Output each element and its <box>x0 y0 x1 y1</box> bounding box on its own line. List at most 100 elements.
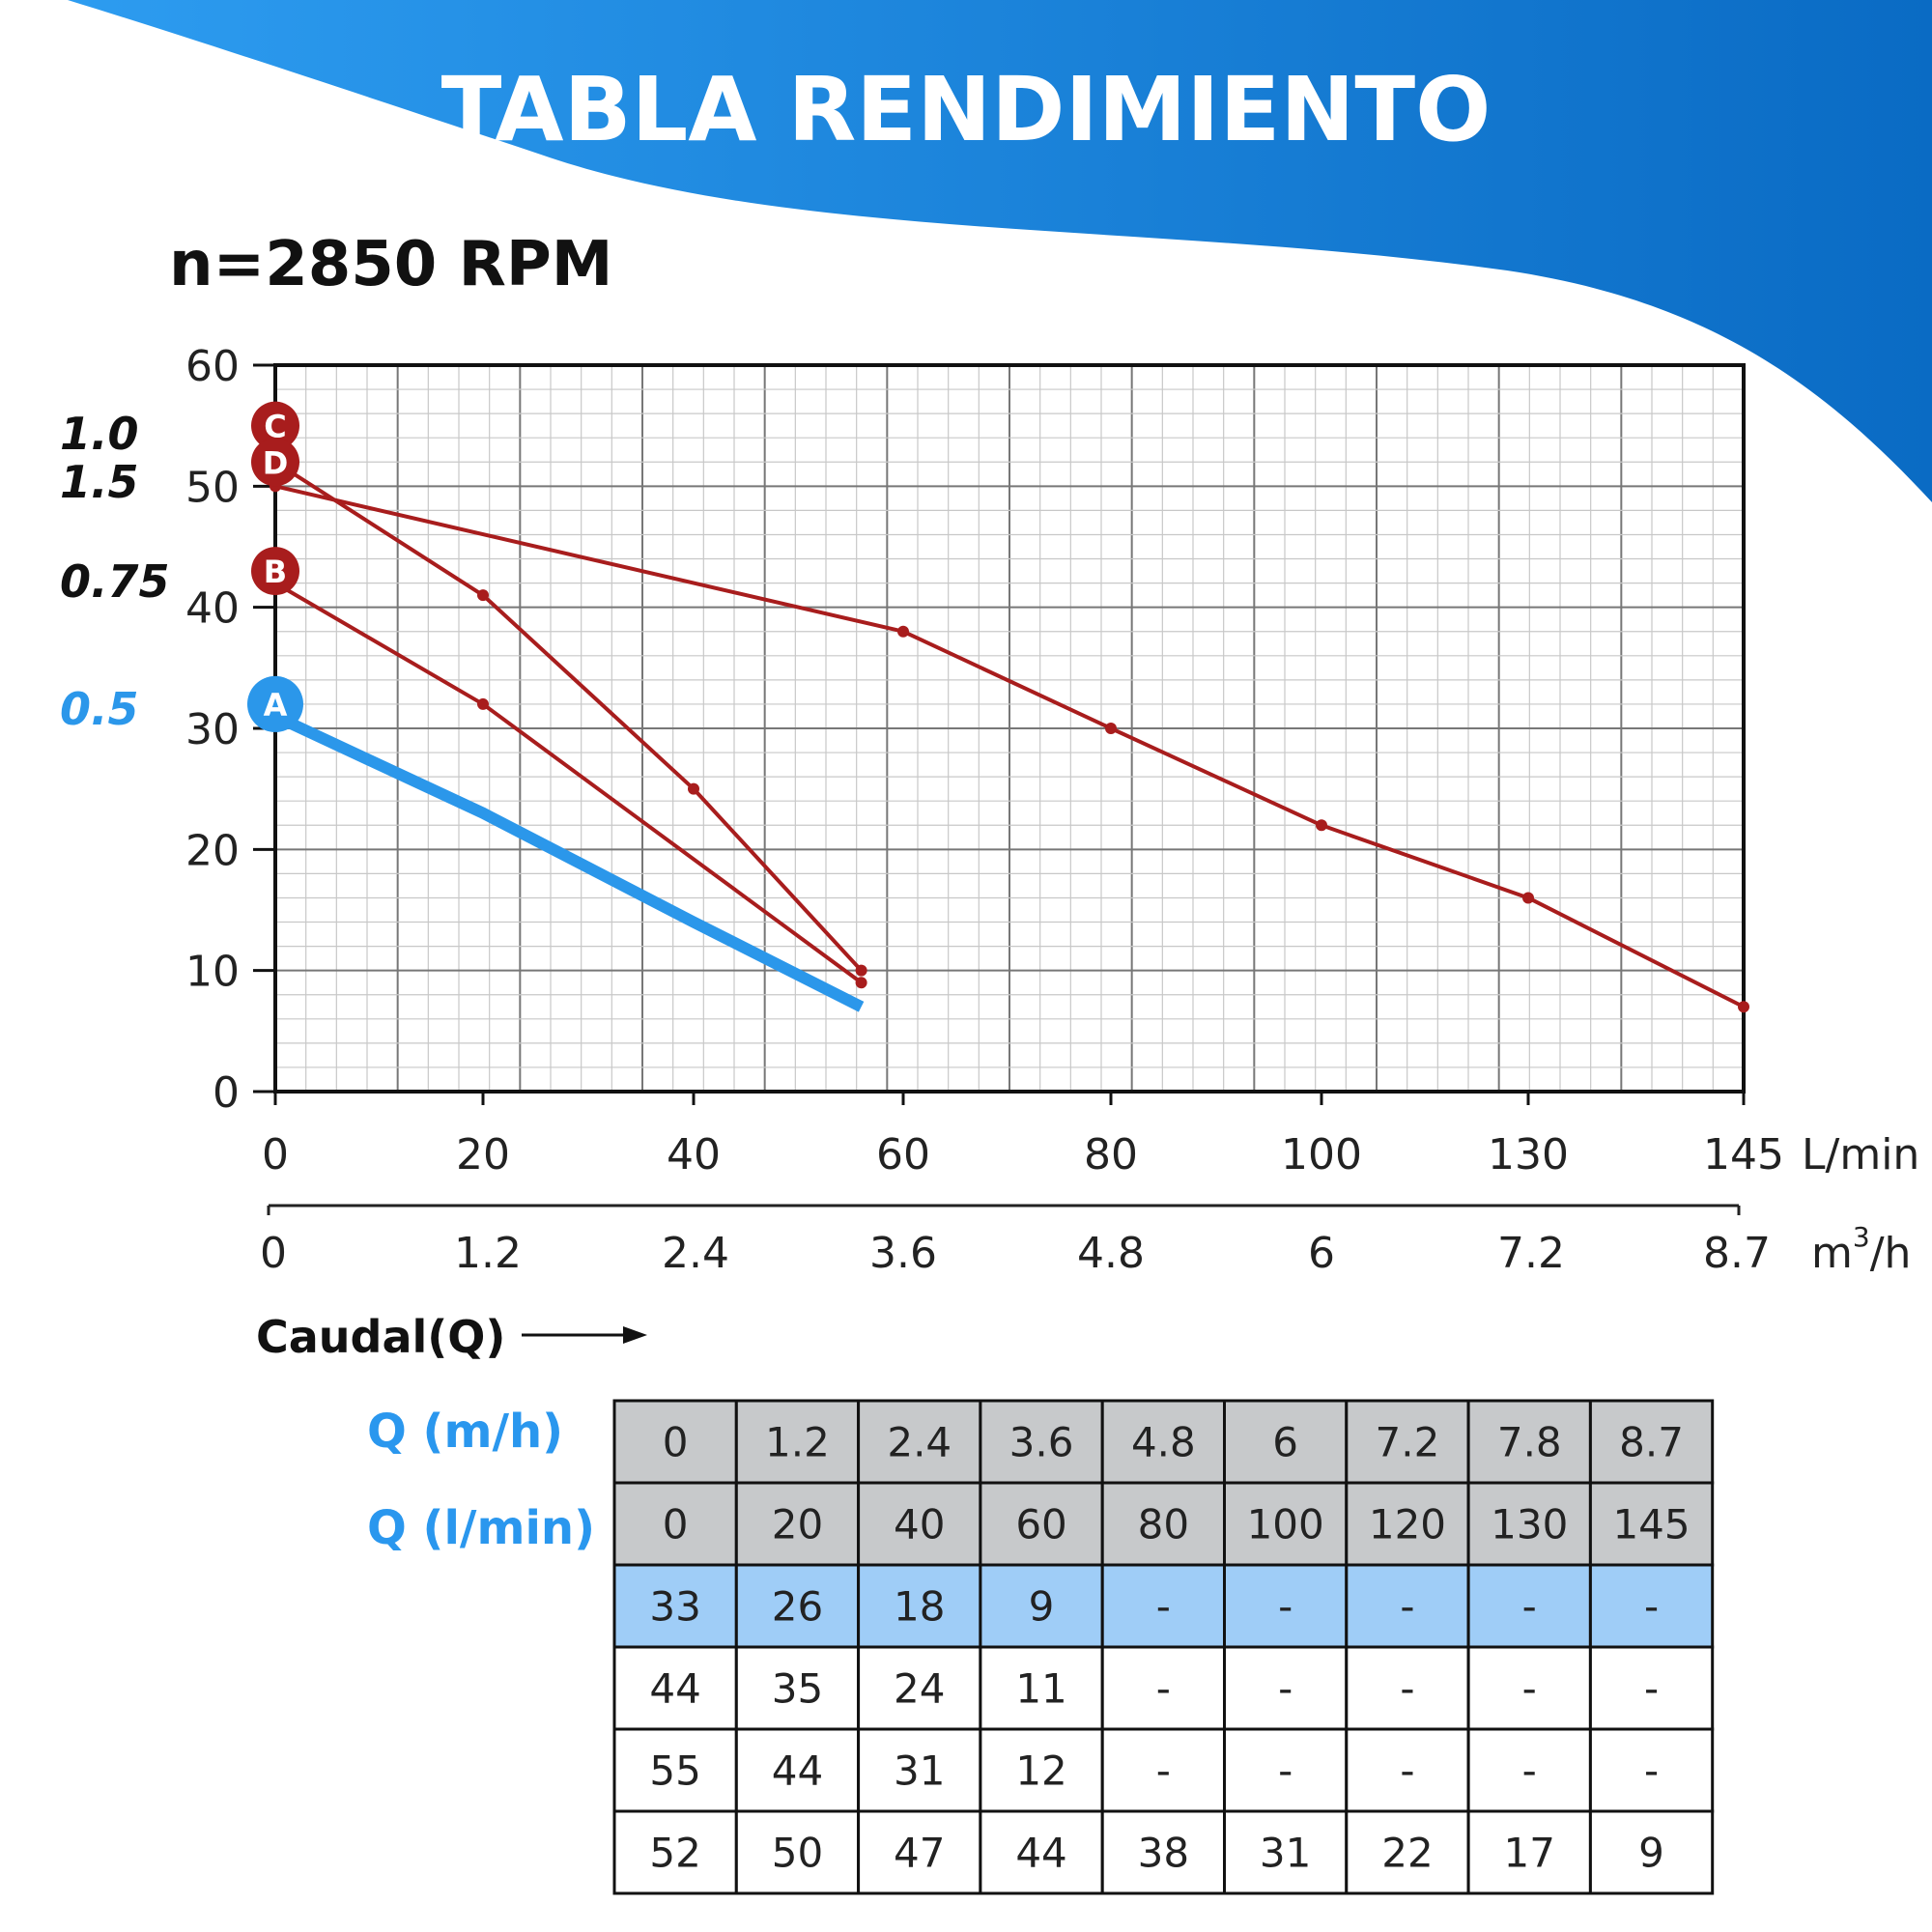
table-cell-value: 0 <box>663 1419 689 1466</box>
table-cell-value: 7.8 <box>1497 1419 1562 1466</box>
table-cell <box>1588 1481 1715 1567</box>
y-tick-label: 40 <box>185 584 240 634</box>
data-point-c <box>1105 723 1117 734</box>
table-cell <box>979 1809 1104 1895</box>
series-line-c <box>274 484 1745 1009</box>
header-banner <box>68 0 1932 502</box>
table-cell <box>1345 1809 1470 1895</box>
curve-marker-c <box>251 401 299 450</box>
power-label-b: 0.75 <box>60 555 170 608</box>
table-cell <box>857 1727 982 1813</box>
curve-marker-label: C <box>264 409 286 445</box>
table-cell-value: 8.7 <box>1619 1419 1684 1466</box>
table-cell-value: 130 <box>1491 1501 1568 1548</box>
curve-marker-label: B <box>264 554 287 590</box>
page-title: TABLA RENDIMIENTO <box>441 58 1492 161</box>
table-cell <box>1100 1563 1226 1649</box>
table-cell <box>1466 1645 1592 1731</box>
table-cell-value: 2.4 <box>887 1419 952 1466</box>
table-cell-value: - <box>1522 1747 1537 1795</box>
table-cell-value: 31 <box>894 1747 945 1795</box>
table-cell-value: - <box>1522 1583 1537 1631</box>
table-cell-value: 22 <box>1381 1830 1433 1877</box>
curve-marker-b <box>251 547 299 596</box>
table-cell <box>1223 1727 1349 1813</box>
table-cell-value: 6 <box>1272 1419 1298 1466</box>
data-point-c <box>1522 892 1534 904</box>
table-cell-value: - <box>1644 1583 1659 1631</box>
table-cell <box>979 1563 1104 1649</box>
caudal-arrow-icon <box>623 1326 647 1344</box>
y-tick-label: 10 <box>185 948 240 997</box>
x-axis-label: Caudal(Q) <box>256 1311 505 1363</box>
table-cell-value: 55 <box>649 1747 700 1795</box>
performance-table: 0 1.2 2.4 3.6 4.8 6 7.2 7.8 8.7 0 20 40 60 80 100 120 13… <box>612 1399 1715 1895</box>
x-tick-label-m3h: 1.2 <box>454 1229 522 1278</box>
curve-marker-label: A <box>264 687 288 724</box>
table-cell <box>1466 1481 1592 1567</box>
table-cell-value: - <box>1644 1747 1659 1795</box>
x-tick-label-lmin: 20 <box>456 1130 510 1179</box>
table-cell-value: - <box>1156 1583 1171 1631</box>
rpm-subtitle: n=2850 RPM <box>169 229 612 300</box>
table-cell <box>612 1809 738 1895</box>
table-cell-value: 9 <box>1638 1830 1664 1877</box>
x-axis-m3h-unit-base: m <box>1811 1229 1853 1278</box>
x-axis-m3h-unit-tail: /h <box>1870 1229 1912 1278</box>
x-axis-m3h-unit-sup: 3 <box>1853 1221 1870 1253</box>
curve-marker-label: D <box>263 444 289 481</box>
table-cell-value: - <box>1156 1747 1171 1795</box>
table-cell <box>612 1645 738 1731</box>
table-cell-value: - <box>1522 1665 1537 1713</box>
table-cell <box>979 1727 1104 1813</box>
table-cell-value: 52 <box>649 1830 700 1877</box>
table-cell-value: 145 <box>1612 1501 1690 1548</box>
table-row-label-q-m3h: Q (m/h) <box>367 1405 563 1459</box>
table-cell <box>1100 1809 1226 1895</box>
table-cell-value: 33 <box>649 1583 700 1631</box>
data-point-b <box>477 697 489 710</box>
y-axis-ticks: 0 10 20 30 40 50 60 <box>185 342 275 1118</box>
table-cell <box>857 1399 982 1485</box>
table-cell-value: 50 <box>772 1830 823 1877</box>
x-tick-label-lmin: 40 <box>667 1130 721 1179</box>
table-cell-value: 120 <box>1369 1501 1446 1548</box>
power-label-d: 1.5 <box>60 456 139 508</box>
table-cell <box>1345 1563 1470 1649</box>
table-cell <box>1588 1727 1715 1813</box>
table-cell-value: 20 <box>772 1501 823 1548</box>
data-point-b <box>855 977 867 989</box>
table-cell-value: 38 <box>1138 1830 1189 1877</box>
data-point-d <box>688 782 699 795</box>
table-cell-value: 0 <box>663 1501 689 1548</box>
table-cell <box>857 1645 982 1731</box>
table-cell <box>1223 1809 1349 1895</box>
table-cell-value: 9 <box>1029 1583 1055 1631</box>
table-cell-value: 31 <box>1260 1830 1311 1877</box>
x-tick-label-m3h: 6 <box>1308 1229 1335 1278</box>
data-point-c <box>897 625 909 638</box>
curve-markers: CD B A <box>247 401 303 732</box>
series-line-d <box>273 460 864 973</box>
table-cell-value: 18 <box>894 1583 945 1631</box>
table-cell-value: 24 <box>894 1665 945 1713</box>
table-cell <box>1100 1481 1226 1567</box>
x-tick-label-lmin: 100 <box>1281 1130 1362 1179</box>
y-tick-label: 30 <box>185 705 240 754</box>
x-axis-lmin-ticks: 0 20 40 60 80 100 130 145 <box>262 1092 1784 1179</box>
table-cell <box>734 1563 861 1649</box>
table-cell <box>1588 1809 1715 1895</box>
table-cell-value: - <box>1400 1747 1414 1795</box>
table-cell-value: 11 <box>1015 1665 1066 1713</box>
table-cell <box>734 1727 861 1813</box>
table-cell-value: 44 <box>649 1665 700 1713</box>
table-cell-value: 3.6 <box>1009 1419 1074 1466</box>
y-tick-label: 60 <box>185 342 240 391</box>
x-tick-label-lmin: 60 <box>876 1130 930 1179</box>
table-cell <box>857 1481 982 1567</box>
table-cell-value: - <box>1278 1583 1293 1631</box>
table-cell-value: 12 <box>1015 1747 1066 1795</box>
x-tick-label-m3h: 4.8 <box>1077 1229 1145 1278</box>
curve-marker-d <box>251 438 299 487</box>
table-cell-value: 44 <box>1015 1830 1066 1877</box>
